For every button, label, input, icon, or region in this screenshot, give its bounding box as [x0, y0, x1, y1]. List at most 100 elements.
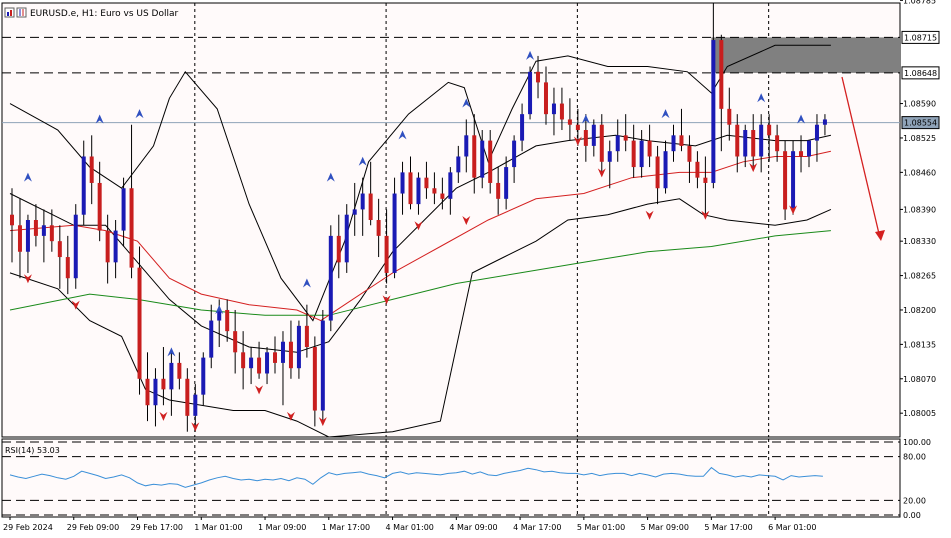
candle-bear [424, 177, 429, 189]
candle-bull [352, 209, 357, 215]
candle-bull [791, 151, 796, 210]
buy-arrow-icon [135, 109, 144, 119]
candle-bear [185, 378, 190, 416]
sell-arrow-icon [286, 411, 295, 421]
candle-bull [41, 225, 46, 236]
candle-bull [528, 71, 533, 115]
time-tick-label: 6 Mar 01:00 [768, 523, 816, 532]
price-panel [1, 2, 901, 438]
candle-bear [10, 214, 14, 226]
sell-arrow-icon [23, 274, 32, 284]
buy-arrow-icon [398, 130, 407, 140]
time-tick-label: 1 Mar 01:00 [194, 523, 242, 532]
candle-bear [775, 135, 780, 152]
candle-bear [599, 124, 604, 162]
price-tick-label: 1.08005 [903, 409, 936, 418]
candle-bear [623, 135, 628, 141]
buy-arrow-icon [358, 156, 367, 166]
candle-bull [81, 156, 86, 215]
candle-bear [105, 230, 110, 263]
time-tick-label: 29 Feb 17:00 [131, 523, 183, 532]
candle-bear [703, 177, 708, 183]
candle-bull [711, 40, 716, 183]
candle-bull [416, 177, 421, 205]
candle-bull [392, 193, 397, 273]
candle-bear [137, 267, 142, 379]
buy-arrow-icon [23, 172, 32, 182]
ma-slow-line [9, 230, 831, 316]
candle-bull [480, 140, 485, 178]
candle-bull [639, 140, 644, 168]
candle-bear [432, 188, 437, 194]
time-tick-label: 4 Mar 01:00 [386, 523, 434, 532]
sell-arrow-icon [701, 210, 710, 220]
candle-bull [400, 172, 405, 194]
candle-bear [233, 331, 238, 353]
candle-bull [360, 193, 365, 210]
forecast-arrow-head [875, 230, 885, 241]
buy-arrow-icon [526, 50, 535, 60]
candle-bull [615, 135, 620, 152]
candle-bull [201, 357, 206, 395]
price-tick-label: 1.08390 [903, 205, 936, 214]
sell-arrow-icon [789, 205, 798, 215]
time-tick-label: 1 Mar 09:00 [258, 523, 306, 532]
candle-bear [735, 124, 740, 157]
candle-bear [336, 235, 341, 263]
candle-bear [575, 124, 580, 131]
candle-bear [440, 193, 445, 199]
level-price-label: 1.08554 [904, 119, 937, 128]
candle-bear [767, 124, 772, 136]
forecast-arrow-shaft [841, 76, 881, 239]
candle-bull [671, 135, 676, 152]
ma-fast-line [9, 150, 832, 322]
candles-icon [16, 7, 27, 18]
buy-arrow-icon [95, 114, 104, 124]
candle-bear [408, 172, 413, 205]
chart-icon-bar [7, 12, 9, 16]
level-price-box [901, 116, 940, 130]
sell-arrow-icon [749, 163, 758, 173]
candle-bear [65, 257, 70, 279]
rsi-label: RSI(14) 53.03 [5, 446, 60, 455]
bollinger-upper-line [9, 44, 831, 322]
candle-bear [679, 135, 684, 146]
price-tick-label: 1.08525 [903, 134, 936, 143]
candle-bear [727, 108, 732, 125]
time-tick-label: 4 Mar 09:00 [449, 523, 497, 532]
candle-bear [799, 151, 804, 157]
buy-arrow-icon [215, 304, 224, 314]
candle-bear [719, 40, 724, 109]
symbol-title: EURUSD.e, H1: Euro vs US Dollar [30, 9, 179, 19]
candle-bear [567, 119, 572, 125]
candle-bull [512, 140, 517, 168]
time-tick-label: 4 Mar 17:00 [513, 523, 561, 532]
candle-bull [520, 114, 525, 141]
candle-bear [488, 140, 493, 183]
candle-bear [241, 352, 246, 369]
time-tick-label: 5 Mar 17:00 [704, 523, 752, 532]
candle-bear [655, 156, 660, 189]
candle-bear [543, 82, 548, 115]
candle-bull [814, 124, 819, 141]
candle-bear [647, 140, 652, 157]
candle-bear [33, 220, 38, 236]
sell-arrow-icon [462, 216, 471, 225]
candle-bull [607, 151, 612, 162]
candle-bear [384, 235, 389, 273]
buy-arrow-icon [167, 347, 176, 357]
candle-bull [456, 156, 461, 173]
candle-bear [304, 325, 309, 348]
chart-icon-bar [10, 10, 12, 16]
sell-arrow-icon [645, 210, 654, 220]
time-tick-label: 29 Feb 09:00 [67, 523, 119, 532]
sell-arrow-icon [414, 221, 423, 231]
buy-arrow-icon [302, 278, 311, 288]
candle-bear [496, 182, 501, 199]
candle-bull [328, 235, 333, 321]
chart-icon [4, 7, 15, 18]
bollinger-middle-line [9, 134, 832, 353]
sell-arrow-icon [597, 168, 606, 178]
price-tick-label: 1.08330 [903, 237, 936, 246]
